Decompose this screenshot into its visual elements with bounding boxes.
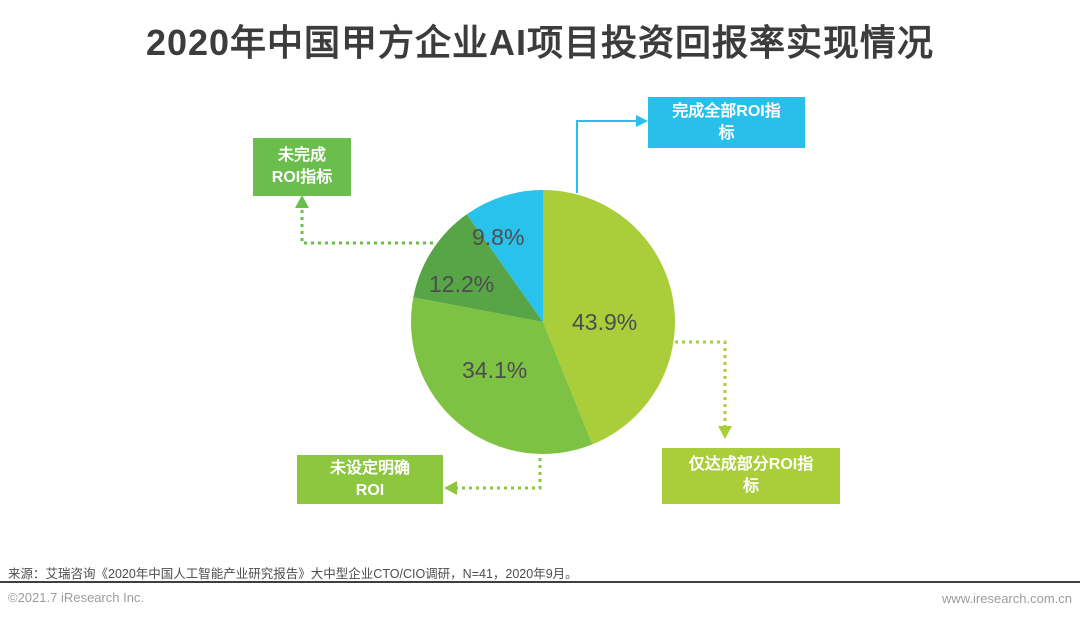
callout-completed-all-roi: 完成全部ROI指 标 xyxy=(648,97,805,148)
pie-label-completed-all: 9.8% xyxy=(472,224,525,250)
divider-line xyxy=(0,581,1080,583)
pie-slice-0 xyxy=(543,190,675,445)
arrowhead-not-completed xyxy=(295,195,309,208)
arrowhead-completed-all xyxy=(636,115,648,127)
website-link[interactable]: www.iresearch.com.cn xyxy=(941,591,1072,606)
pie-slice-1 xyxy=(411,297,593,454)
page-title: 2020年中国甲方企业AI项目投资回报率实现情况 xyxy=(145,22,935,63)
arrowhead-no-roi-set xyxy=(444,481,457,495)
connector-line-no-roi-set xyxy=(457,458,542,490)
pie-slice-2 xyxy=(413,214,543,322)
connector-line-completed-all xyxy=(576,120,636,193)
copyright-text: ©2021.7 iResearch Inc. xyxy=(8,590,145,605)
callout-partial-roi: 仅达成部分ROI指 标 xyxy=(662,448,840,504)
pie-label-not-completed: 12.2% xyxy=(429,271,495,297)
source-note: 来源：艾瑞咨询《2020年中国人工智能产业研究报告》大中型企业CTO/CIO调研… xyxy=(8,567,578,581)
arrowhead-partial xyxy=(718,426,732,439)
connector-line-partial xyxy=(675,340,727,426)
pie-slice-3 xyxy=(466,190,543,322)
callout-no-roi-set: 未设定明确 ROI xyxy=(297,455,443,504)
pie-label-no-roi-set: 34.1% xyxy=(462,357,528,383)
callout-not-completed-roi: 未完成 ROI指标 xyxy=(253,138,351,196)
pie-label-partial: 43.9% xyxy=(572,309,638,335)
pie-chart xyxy=(411,190,675,454)
